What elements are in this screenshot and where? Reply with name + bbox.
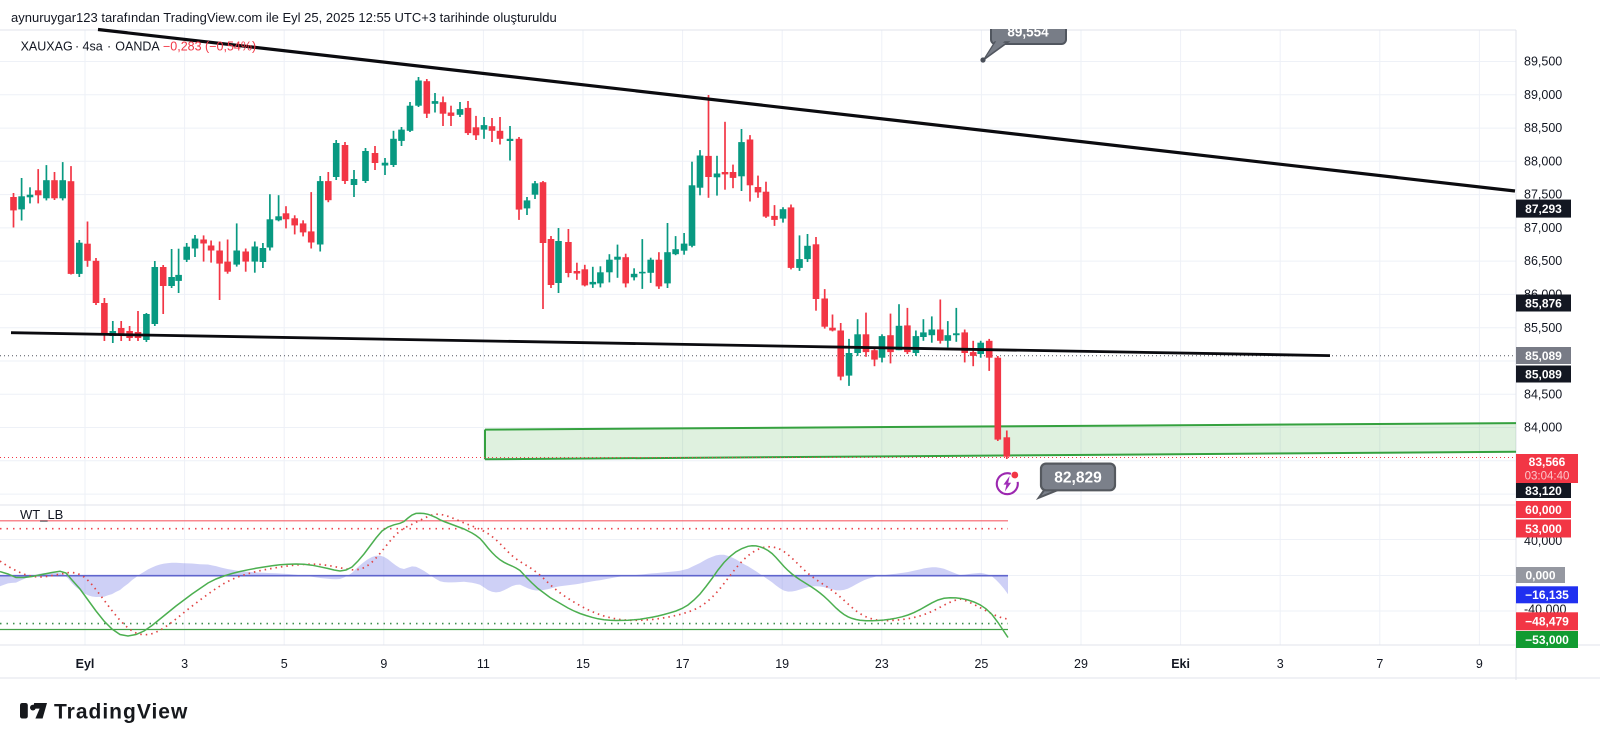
svg-text:TradingView: TradingView: [54, 701, 188, 724]
svg-text:−16,135: −16,135: [1525, 588, 1569, 602]
svg-text:−0,283 (−0,54%): −0,283 (−0,54%): [163, 40, 256, 54]
svg-text:9: 9: [380, 657, 387, 671]
svg-text:Eki: Eki: [1171, 657, 1190, 671]
svg-text:87,293: 87,293: [1525, 202, 1562, 216]
svg-text:29: 29: [1074, 657, 1088, 671]
svg-text:88,500: 88,500: [1524, 121, 1562, 135]
svg-text:aynuruygar123 tarafından Tradi: aynuruygar123 tarafından TradingView.com…: [11, 10, 557, 25]
svg-text:17: 17: [676, 657, 690, 671]
svg-text:15: 15: [576, 657, 590, 671]
svg-text:3: 3: [181, 657, 188, 671]
svg-text:03:04:40: 03:04:40: [1525, 471, 1570, 483]
svg-text:11: 11: [477, 657, 490, 671]
svg-text:19: 19: [775, 657, 789, 671]
svg-text:9: 9: [1476, 657, 1483, 671]
svg-text:84,500: 84,500: [1524, 387, 1562, 401]
svg-text:84,000: 84,000: [1524, 421, 1562, 435]
svg-text:87,500: 87,500: [1524, 188, 1562, 202]
svg-text:0,000: 0,000: [1525, 568, 1555, 582]
svg-text:87,000: 87,000: [1524, 221, 1562, 235]
svg-text:OANDA: OANDA: [115, 40, 160, 54]
svg-text:·: ·: [75, 40, 79, 54]
svg-text:53,000: 53,000: [1525, 522, 1562, 536]
svg-text:85,089: 85,089: [1525, 349, 1562, 363]
svg-text:85,089: 85,089: [1525, 367, 1562, 381]
svg-text:−48,479: −48,479: [1525, 615, 1569, 629]
svg-text:3: 3: [1277, 657, 1284, 671]
svg-text:5: 5: [281, 657, 288, 671]
svg-text:23: 23: [875, 657, 889, 671]
svg-text:85,500: 85,500: [1524, 321, 1562, 335]
svg-text:85,876: 85,876: [1525, 296, 1562, 310]
svg-text:88,000: 88,000: [1524, 154, 1562, 168]
svg-text:−53,000: −53,000: [1525, 633, 1569, 647]
svg-text:7: 7: [1376, 657, 1383, 671]
svg-text:·: ·: [107, 40, 111, 54]
svg-text:89,000: 89,000: [1524, 88, 1562, 102]
svg-text:82,829: 82,829: [1054, 470, 1102, 487]
svg-text:83,566: 83,566: [1529, 455, 1566, 469]
svg-text:WT_LB: WT_LB: [20, 507, 63, 522]
svg-text:Eyl: Eyl: [76, 657, 95, 671]
svg-text:83,120: 83,120: [1525, 484, 1562, 498]
svg-text:4sa: 4sa: [83, 40, 103, 54]
svg-text:89,554: 89,554: [1007, 24, 1049, 39]
svg-text:89,500: 89,500: [1524, 55, 1562, 69]
svg-text:60,000: 60,000: [1525, 503, 1562, 517]
svg-text:25: 25: [974, 657, 988, 671]
svg-text:XAUXAG: XAUXAG: [21, 40, 73, 54]
svg-text:86,500: 86,500: [1524, 254, 1562, 268]
